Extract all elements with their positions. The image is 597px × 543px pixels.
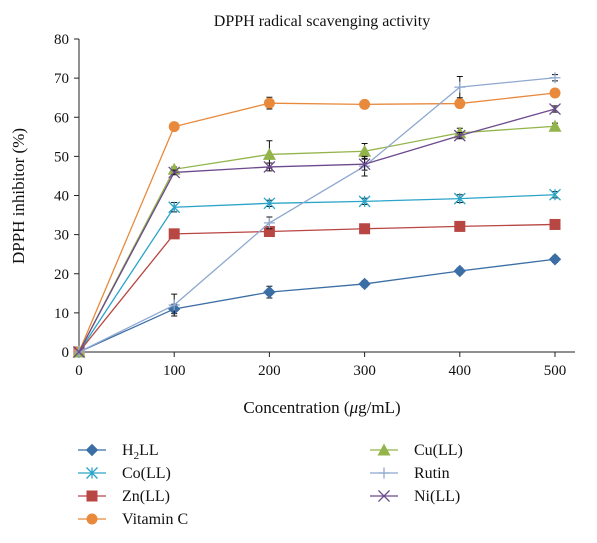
x-tick-label: 500 — [544, 363, 567, 379]
x-axis-label-suffix: g/mL) — [358, 398, 401, 417]
y-axis-label: DPPH inhibitor (%) — [9, 128, 28, 264]
y-tick-label: 80 — [54, 32, 69, 48]
data-point — [453, 129, 466, 142]
data-point — [549, 87, 561, 99]
data-point — [359, 223, 371, 235]
series-line — [78, 125, 556, 353]
data-point — [263, 225, 275, 237]
legend-marker — [86, 467, 98, 479]
legend-label: Ni(LL) — [414, 488, 460, 505]
series-line — [78, 258, 556, 353]
series-line — [78, 92, 556, 353]
data-point — [454, 98, 466, 110]
legend-marker — [377, 443, 391, 456]
series-line — [78, 108, 556, 353]
x-tick-label: 300 — [353, 363, 376, 379]
y-tick-label: 60 — [54, 110, 69, 126]
data-point — [358, 144, 372, 157]
legend-label: Vitamin C — [122, 511, 188, 528]
data-point — [168, 166, 181, 179]
data-point — [454, 220, 466, 232]
series-line — [78, 77, 556, 353]
legend-item: Vitamin C — [78, 511, 188, 528]
legend-label: Cu(LL) — [414, 442, 463, 459]
y-tick-label: 30 — [54, 228, 69, 244]
data-point — [548, 119, 562, 132]
data-point — [168, 228, 180, 240]
data-point — [549, 72, 561, 84]
legend-item: Co(LL) — [78, 465, 171, 482]
legend-item: Rutin — [370, 465, 450, 482]
legend-label: Zn(LL) — [122, 488, 170, 505]
legend: H2LL Co(LL) Zn(LL) Vitamin C Cu(LL) Rutin Ni(L… — [78, 442, 463, 528]
y-tick-label: 20 — [54, 267, 69, 283]
data-point — [263, 197, 276, 210]
data-point — [549, 218, 561, 230]
data-point — [549, 188, 561, 201]
series-rutin — [73, 72, 561, 358]
x-axis-label-mu: μ — [349, 398, 359, 417]
chart-title: DPPH radical scavenging activity — [214, 13, 430, 30]
legend-label: H2LL — [122, 442, 159, 462]
y-tick-label: 0 — [62, 345, 70, 361]
series-co-ll — [73, 188, 561, 358]
data-point — [263, 97, 275, 109]
data-point — [263, 217, 275, 229]
legend-marker — [86, 513, 98, 525]
legend-item: H2LL — [78, 442, 159, 462]
y-tick-label: 10 — [54, 306, 69, 322]
series-layer — [72, 72, 562, 359]
legend-item: Zn(LL) — [78, 488, 170, 505]
data-point — [73, 346, 85, 358]
data-point — [453, 264, 467, 278]
x-axis-label: Concentration (μg/mL) — [243, 398, 400, 417]
legend-marker — [85, 443, 99, 457]
legend-item: Ni(LL) — [370, 488, 460, 505]
y-tick-label: 70 — [54, 71, 69, 87]
data-point — [168, 201, 181, 214]
data-point — [454, 81, 466, 93]
series-ni-ll — [73, 103, 561, 358]
legend-label: Co(LL) — [122, 465, 171, 482]
data-point — [168, 121, 180, 133]
x-axis-label-prefix: Concentration ( — [243, 398, 350, 417]
data-point — [358, 158, 371, 171]
x-tick-label: 0 — [75, 363, 83, 379]
data-point — [262, 147, 276, 160]
data-point — [358, 277, 371, 291]
legend-marker — [378, 490, 390, 502]
legend-marker — [378, 467, 390, 479]
y-tick-label: 40 — [54, 189, 69, 205]
data-point — [263, 285, 276, 299]
series-line — [78, 194, 556, 353]
data-point — [168, 299, 180, 311]
y-tick-label: 50 — [54, 149, 69, 165]
legend-label: Rutin — [414, 465, 450, 482]
data-point — [358, 195, 371, 208]
legend-item: Cu(LL) — [370, 442, 463, 459]
legend-marker — [86, 490, 98, 502]
series-line — [78, 223, 556, 353]
x-tick-label: 400 — [449, 363, 472, 379]
x-tick-label: 200 — [258, 363, 281, 379]
x-tick-label: 100 — [163, 363, 186, 379]
data-point — [549, 103, 561, 115]
data-point — [263, 160, 276, 173]
data-point — [453, 192, 466, 205]
series-h2ll — [72, 253, 562, 359]
data-point — [359, 98, 371, 110]
data-point — [548, 253, 562, 266]
axes: 0 10 20 30 40 50 60 70 80 0 100 200 300 400 500 — [54, 32, 575, 379]
